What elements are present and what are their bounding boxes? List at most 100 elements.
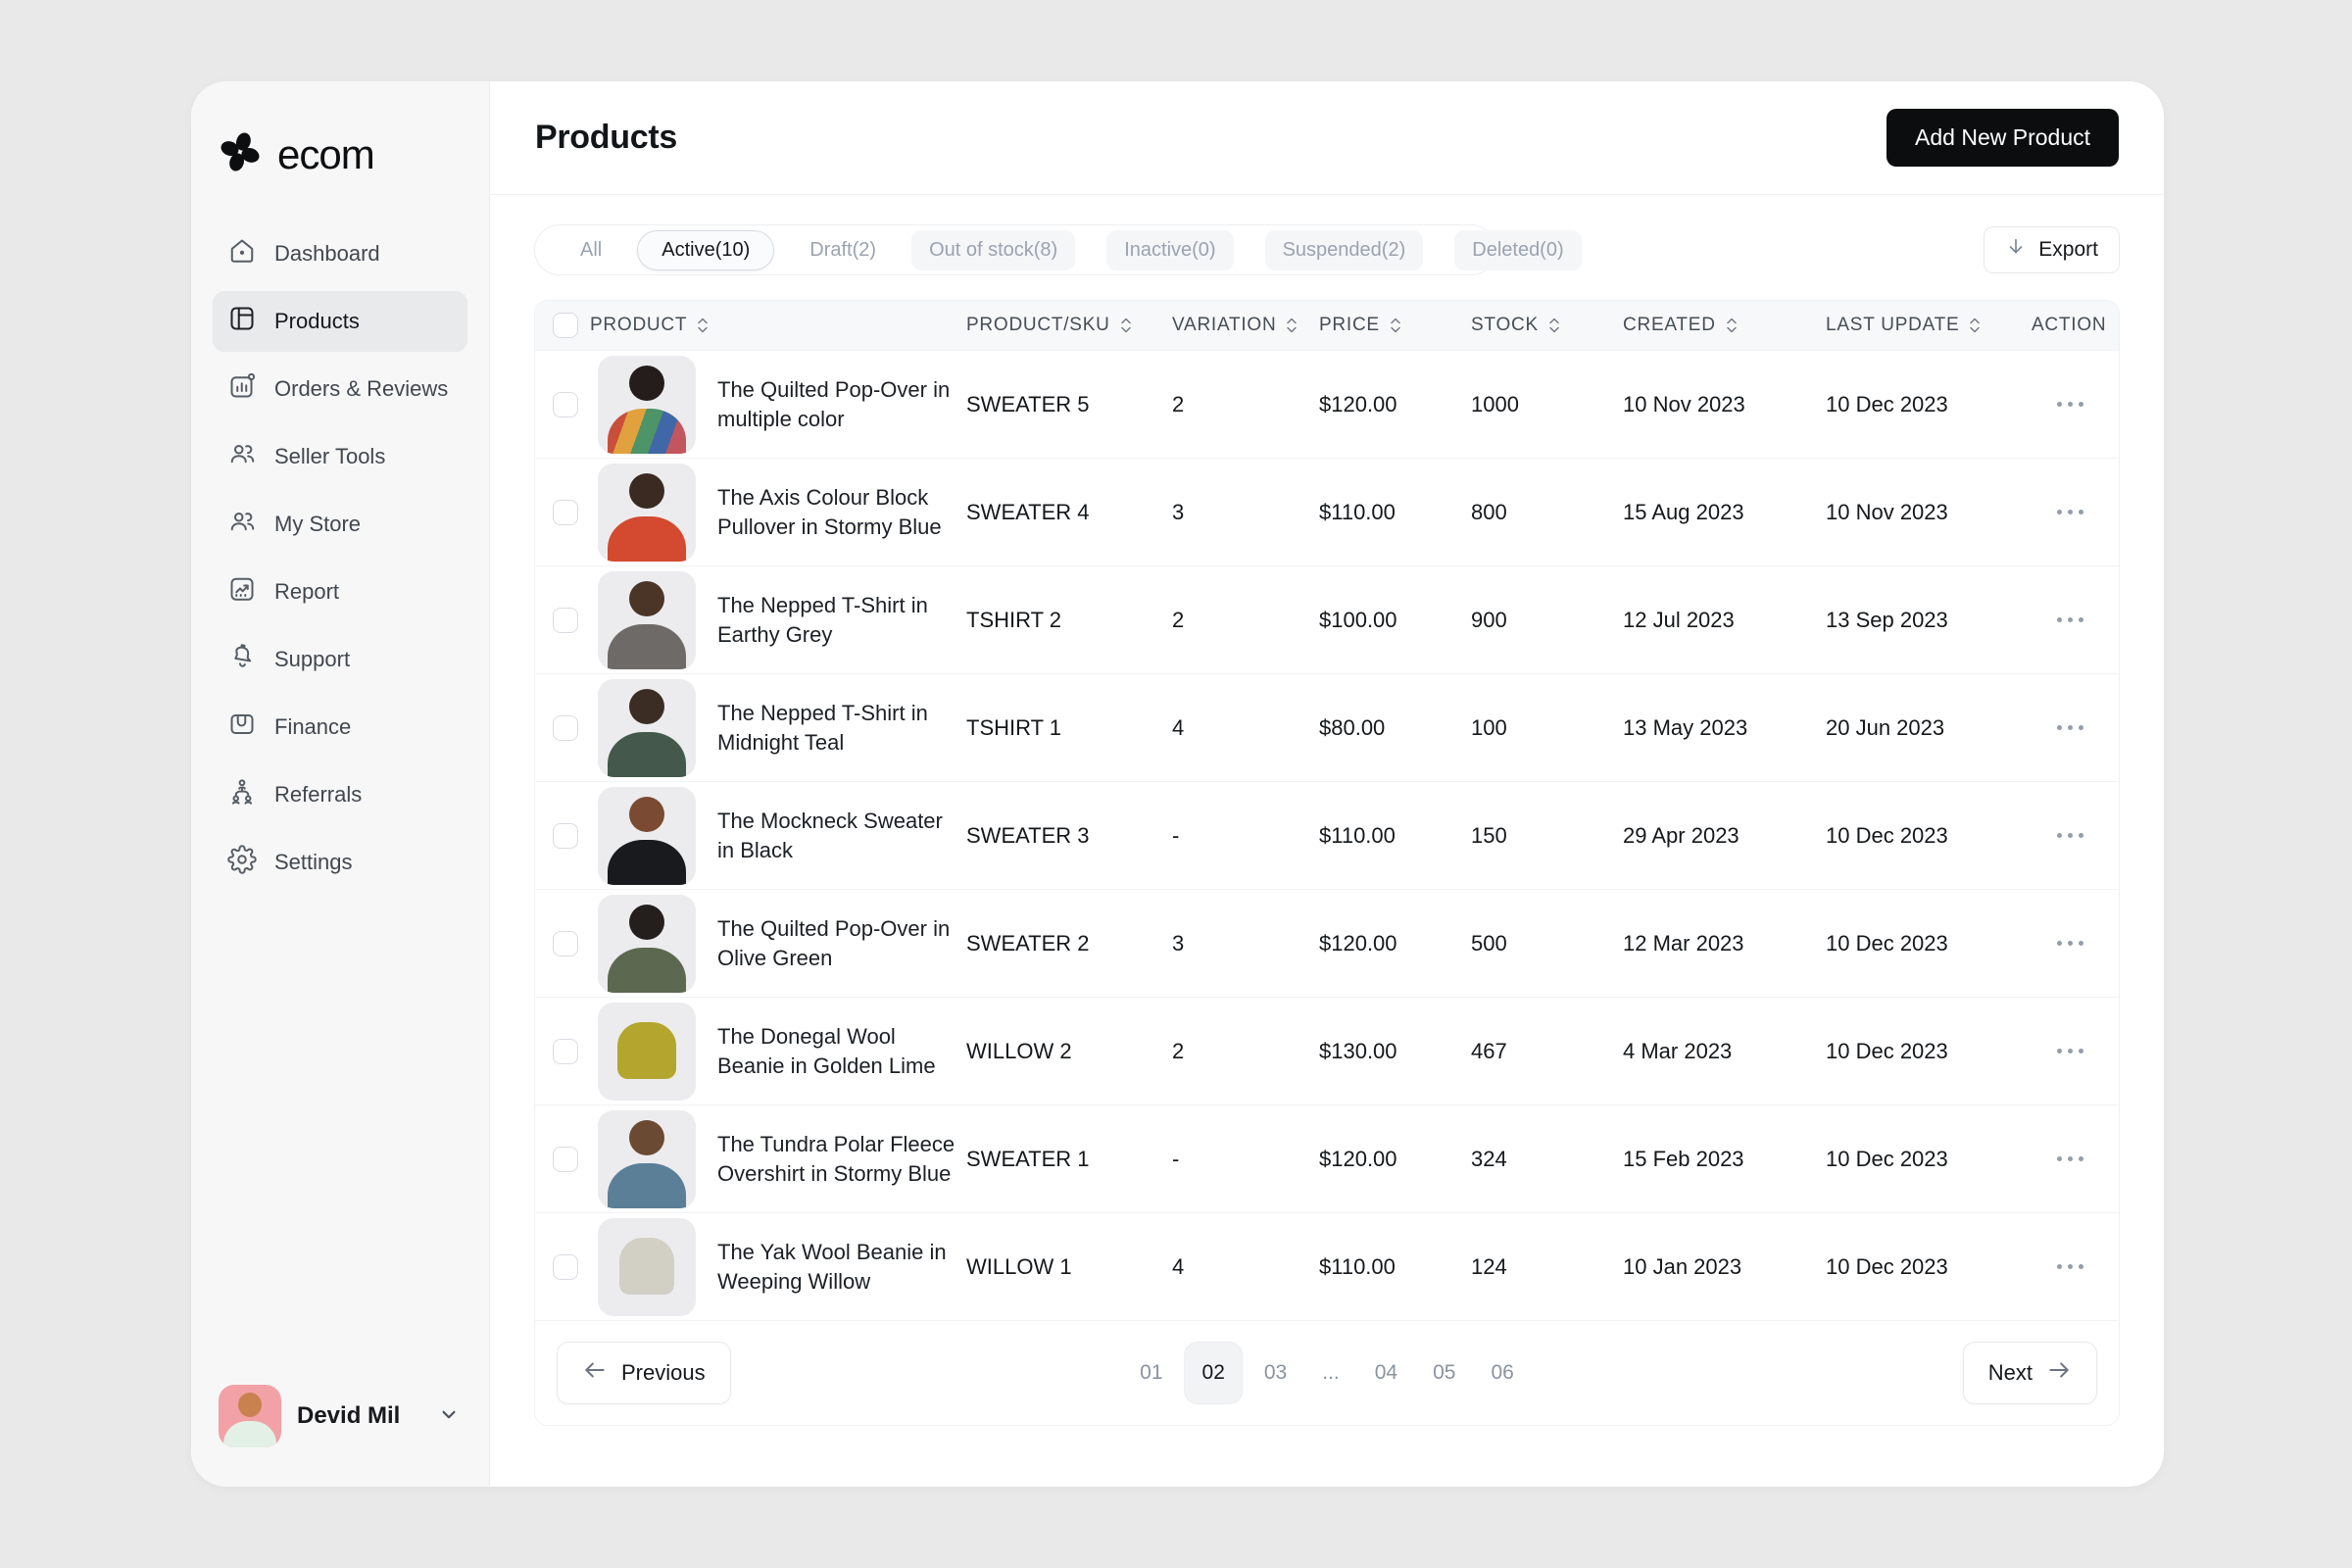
row-actions-button[interactable] [2032, 833, 2119, 838]
chevron-down-icon[interactable] [436, 1401, 462, 1432]
row-checkbox[interactable] [553, 391, 578, 417]
product-name: The Quilted Pop-Over in Olive Green [717, 915, 951, 970]
last-update-date: 20 Jun 2023 [1826, 714, 1945, 740]
created-date: 10 Nov 2023 [1623, 391, 1745, 416]
page-number-03[interactable]: 03 [1263, 1361, 1288, 1384]
product-sku: SWEATER 2 [966, 930, 1090, 956]
tab-out-of-stock-8[interactable]: Out of stock(8) [911, 229, 1076, 270]
sort-icon[interactable] [1285, 316, 1298, 335]
product-name: The Nepped T-Shirt in Midnight Teal [717, 700, 928, 755]
table-row: The Quilted Pop-Over in multiple color SW… [535, 350, 2119, 458]
sidebar-item-support[interactable]: Support [213, 629, 467, 690]
created-date: 15 Feb 2023 [1623, 1146, 1744, 1171]
tab-all[interactable]: All [580, 238, 603, 261]
sidebar-item-referrals[interactable]: Referrals [213, 764, 467, 825]
download-arrow-icon [2005, 236, 2027, 264]
previous-page-button[interactable]: Previous [557, 1342, 731, 1404]
row-actions-button[interactable] [2032, 617, 2119, 622]
row-actions-button[interactable] [2032, 402, 2119, 407]
row-actions-button[interactable] [2032, 941, 2119, 946]
page-number-02[interactable]: 02 [1184, 1342, 1243, 1404]
table-row: The Yak Wool Beanie in Weeping Willow WIL… [535, 1212, 2119, 1320]
stock: 324 [1471, 1146, 1507, 1171]
row-checkbox[interactable] [553, 714, 578, 741]
row-actions-button[interactable] [2032, 1156, 2119, 1161]
price: $130.00 [1319, 1038, 1397, 1063]
orders-reviews-icon [227, 371, 257, 407]
product-image [598, 355, 696, 454]
stock: 900 [1471, 607, 1507, 632]
stock: 100 [1471, 714, 1507, 740]
user-name: Devid Mil [297, 1402, 401, 1429]
last-update-date: 10 Nov 2023 [1826, 499, 1948, 524]
sort-icon[interactable] [1389, 316, 1402, 335]
row-checkbox[interactable] [553, 499, 578, 525]
row-actions-button[interactable] [2032, 510, 2119, 514]
sidebar-item-finance[interactable]: Finance [213, 697, 467, 758]
report-icon [227, 574, 257, 610]
column-header-product: PRODUCT [590, 315, 966, 336]
table-header: PRODUCT PRODUCT/SKU VARIATION PRICE STOCK CRE… [535, 301, 2119, 350]
product-image [598, 463, 696, 562]
row-actions-button[interactable] [2032, 1049, 2119, 1054]
sort-icon[interactable] [1968, 316, 1982, 335]
tab-draft-2[interactable]: Draft(2) [809, 238, 877, 261]
sidebar-item-orders-reviews[interactable]: Orders & Reviews [213, 359, 467, 419]
column-label: PRODUCT [590, 315, 688, 335]
row-actions-button[interactable] [2032, 1264, 2119, 1269]
tab-deleted-0[interactable]: Deleted(0) [1454, 229, 1582, 270]
column-header-variation: VARIATION [1172, 315, 1319, 336]
product-cell: The Donegal Wool Beanie in Golden Lime [590, 1002, 966, 1101]
row-checkbox[interactable] [553, 930, 578, 956]
sort-icon[interactable] [1725, 316, 1739, 335]
column-label: ACTION [2032, 315, 2107, 335]
stock: 150 [1471, 822, 1507, 848]
column-header-last-update: LAST UPDATE [1826, 315, 2032, 336]
product-cell: The Axis Colour Block Pullover in Stormy… [590, 463, 966, 562]
product-sku: SWEATER 5 [966, 391, 1090, 416]
arrow-right-icon [2046, 1357, 2072, 1389]
sidebar-item-report[interactable]: Report [213, 562, 467, 622]
export-button[interactable]: Export [1984, 226, 2120, 273]
last-update-date: 10 Dec 2023 [1826, 930, 1948, 956]
sidebar: ecom Dashboard Products Orders & Reviews Se… [191, 81, 490, 1487]
sidebar-item-label: My Store [274, 512, 362, 536]
sort-icon[interactable] [1119, 316, 1133, 335]
table-row: The Nepped T-Shirt in Midnight Teal TSHIR… [535, 673, 2119, 781]
row-checkbox[interactable] [553, 1253, 578, 1280]
product-name: The Quilted Pop-Over in multiple color [717, 376, 951, 431]
add-new-product-button[interactable]: Add New Product [1886, 109, 2119, 167]
sidebar-item-products[interactable]: Products [213, 291, 467, 352]
variation-count: 2 [1172, 1038, 1185, 1063]
last-update-date: 10 Dec 2023 [1826, 1038, 1948, 1063]
tab-inactive-0[interactable]: Inactive(0) [1106, 229, 1234, 270]
page-number-06[interactable]: 06 [1491, 1361, 1514, 1384]
product-image [598, 1002, 696, 1101]
sidebar-item-my-store[interactable]: My Store [213, 494, 467, 555]
product-image [598, 786, 696, 885]
product-cell: The Mockneck Sweater in Black [590, 786, 966, 885]
sort-icon[interactable] [696, 316, 710, 335]
price: $110.00 [1319, 822, 1396, 848]
row-actions-button[interactable] [2032, 725, 2119, 730]
sidebar-item-settings[interactable]: Settings [213, 832, 467, 893]
page-number-05[interactable]: 05 [1433, 1361, 1456, 1384]
price: $120.00 [1319, 930, 1397, 956]
row-checkbox[interactable] [553, 1146, 578, 1172]
created-date: 29 Apr 2023 [1623, 822, 1740, 848]
sort-icon[interactable] [1547, 316, 1561, 335]
select-all-checkbox[interactable] [553, 313, 578, 338]
row-checkbox[interactable] [553, 607, 578, 633]
tab-suspended-2[interactable]: Suspended(2) [1264, 229, 1424, 270]
tab-active-10[interactable]: Active(10) [637, 229, 775, 270]
user-menu[interactable]: Devid Mil [213, 1379, 467, 1447]
created-date: 12 Mar 2023 [1623, 930, 1744, 956]
next-page-button[interactable]: Next [1962, 1342, 2097, 1404]
sidebar-item-dashboard[interactable]: Dashboard [213, 223, 467, 284]
page-number-04[interactable]: 04 [1374, 1361, 1398, 1384]
sidebar-item-label: Products [274, 309, 360, 333]
page-number-01[interactable]: 01 [1140, 1361, 1163, 1384]
row-checkbox[interactable] [553, 822, 578, 849]
sidebar-item-seller-tools[interactable]: Seller Tools [213, 426, 467, 487]
row-checkbox[interactable] [553, 1038, 578, 1064]
